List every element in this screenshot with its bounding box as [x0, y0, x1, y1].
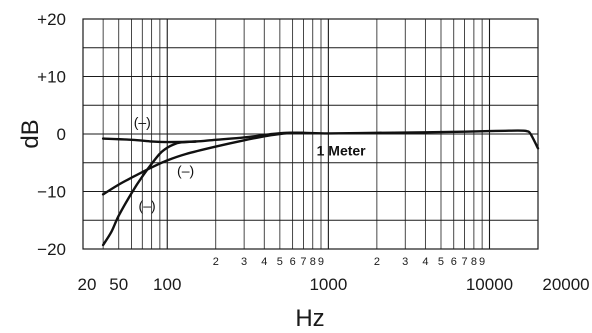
y-tick-label: +10 — [37, 68, 66, 87]
x-tick-label: 100 — [153, 275, 181, 294]
series-line-3 — [101, 140, 197, 247]
y-tick-label: −20 — [37, 240, 66, 259]
x-axis-label: Hz — [295, 305, 324, 332]
x-minor-tick-label: 3 — [402, 256, 408, 268]
x-tick-label: 20000 — [542, 275, 589, 294]
x-minor-tick-label: 2 — [213, 256, 219, 268]
x-minor-tick-label: 5 — [438, 256, 444, 268]
annotation-label: 1 Meter — [317, 142, 367, 158]
x-minor-tick-label: 4 — [261, 256, 267, 268]
annotation-label: (–) — [139, 197, 156, 213]
x-minor-tick-label: 4 — [422, 256, 428, 268]
x-tick-label: 50 — [109, 275, 128, 294]
x-minor-tick-label: 3 — [241, 256, 247, 268]
x-tick-label: 20 — [78, 275, 97, 294]
curve-annotations: (–) (–) (–) 1 Meter — [134, 114, 366, 213]
plot-frame — [82, 18, 539, 250]
y-tick-label: −10 — [37, 183, 66, 202]
series-line-2 — [101, 131, 305, 196]
x-minor-tick-label: 7 — [461, 256, 467, 268]
annotation-label: (–) — [134, 114, 151, 130]
x-minor-tick-label: 9 — [318, 256, 324, 268]
x-minor-tick-label: 8 — [471, 256, 477, 268]
x-tick-label: 1000 — [309, 275, 347, 294]
x-minor-tick-label: 6 — [451, 256, 457, 268]
x-minor-tick-label: 9 — [479, 256, 485, 268]
x-minor-tick-label: 8 — [310, 256, 316, 268]
y-tick-label: +20 — [37, 10, 66, 29]
response-curves — [101, 129, 540, 247]
x-minor-tick-label: 2 — [374, 256, 380, 268]
y-tick-labels: +20 +10 0 −10 −20 — [37, 10, 66, 259]
x-minor-tick-label: 5 — [277, 256, 283, 268]
y-tick-label: 0 — [57, 125, 66, 144]
x-minor-tick-label: 7 — [300, 256, 306, 268]
annotation-label: (–) — [177, 162, 194, 178]
y-axis-label: dB — [17, 119, 44, 148]
x-minor-tick-label: 6 — [290, 256, 296, 268]
x-tick-labels: 20 50 100 1000 10000 20000 — [78, 275, 590, 294]
x-tick-label: 10000 — [466, 275, 513, 294]
